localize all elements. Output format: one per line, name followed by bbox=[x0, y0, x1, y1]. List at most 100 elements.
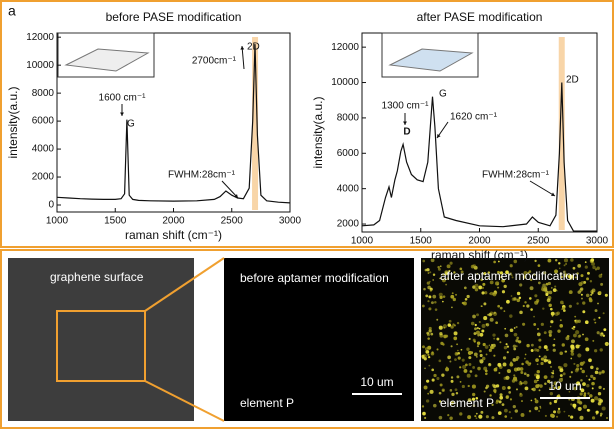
dot bbox=[579, 415, 584, 420]
dot bbox=[514, 409, 519, 413]
dot bbox=[492, 346, 495, 350]
dot bbox=[560, 275, 563, 279]
dot bbox=[489, 292, 491, 295]
dot bbox=[441, 278, 446, 283]
dot bbox=[515, 358, 519, 361]
dot bbox=[556, 398, 559, 401]
dot bbox=[493, 389, 497, 393]
dot bbox=[485, 415, 489, 419]
dot bbox=[509, 264, 513, 268]
image-title: after aptamer modification bbox=[440, 269, 579, 283]
dot bbox=[573, 406, 576, 409]
dot bbox=[577, 401, 580, 404]
dot bbox=[554, 312, 559, 316]
dot bbox=[422, 304, 425, 308]
dot bbox=[521, 400, 523, 403]
dot bbox=[604, 293, 608, 297]
dot bbox=[596, 331, 600, 335]
dot bbox=[546, 298, 551, 303]
dot bbox=[558, 267, 561, 270]
dot bbox=[537, 327, 540, 330]
dot bbox=[559, 319, 562, 322]
y-tick-label: 4000 bbox=[337, 183, 360, 194]
dot bbox=[513, 332, 518, 337]
dot bbox=[575, 330, 580, 335]
dot bbox=[586, 277, 589, 281]
dot bbox=[579, 367, 583, 370]
dot bbox=[528, 410, 532, 413]
dot bbox=[530, 349, 534, 352]
dot bbox=[492, 333, 496, 337]
dot bbox=[510, 274, 513, 277]
dot bbox=[515, 345, 518, 348]
dot bbox=[469, 370, 473, 373]
dot bbox=[454, 358, 457, 361]
dot bbox=[487, 271, 491, 274]
dot bbox=[510, 417, 513, 419]
dot bbox=[436, 376, 440, 381]
dot bbox=[570, 258, 574, 262]
dot bbox=[561, 306, 566, 311]
dot bbox=[511, 276, 514, 279]
dot bbox=[471, 384, 476, 389]
dot bbox=[429, 289, 433, 292]
dot bbox=[553, 410, 557, 414]
dot bbox=[582, 404, 587, 409]
dot bbox=[512, 357, 517, 362]
dot bbox=[570, 357, 573, 360]
dot bbox=[540, 361, 544, 366]
x-tick-label: 1500 bbox=[410, 236, 433, 247]
dot bbox=[473, 352, 478, 357]
dot bbox=[548, 360, 552, 364]
dot bbox=[509, 328, 514, 333]
dot bbox=[535, 358, 539, 362]
x-axis-label: raman shift (cm⁻¹) bbox=[125, 228, 222, 242]
dot bbox=[540, 357, 545, 361]
dot bbox=[466, 373, 471, 378]
dot bbox=[577, 290, 582, 294]
dot bbox=[543, 345, 548, 350]
dot bbox=[497, 260, 500, 263]
dot bbox=[430, 258, 435, 263]
dot bbox=[522, 275, 527, 279]
dot bbox=[598, 291, 602, 295]
dot bbox=[490, 343, 494, 347]
dot bbox=[426, 331, 430, 335]
dot bbox=[428, 307, 432, 311]
dot bbox=[482, 342, 486, 347]
dot bbox=[543, 358, 548, 363]
y-tick-label: 12000 bbox=[26, 32, 54, 43]
dot bbox=[476, 326, 479, 330]
arrow bbox=[529, 180, 556, 197]
dot bbox=[479, 332, 484, 337]
dot bbox=[584, 320, 589, 325]
chart-title: after PASE modification bbox=[417, 10, 543, 24]
dot bbox=[448, 319, 452, 323]
dot bbox=[590, 398, 595, 403]
dot bbox=[530, 308, 533, 311]
dot bbox=[539, 384, 543, 388]
dot bbox=[432, 403, 437, 408]
dot bbox=[548, 333, 552, 337]
element-label: element P bbox=[240, 396, 294, 410]
dot bbox=[500, 276, 503, 279]
dot bbox=[533, 273, 536, 276]
dot bbox=[497, 286, 500, 289]
dot bbox=[580, 274, 584, 278]
dot bbox=[432, 294, 437, 299]
image-title: graphene surface bbox=[50, 270, 144, 284]
dot bbox=[544, 414, 547, 417]
dot bbox=[598, 371, 602, 375]
dot bbox=[587, 409, 591, 412]
dot bbox=[590, 365, 594, 370]
dot bbox=[557, 407, 561, 411]
dot bbox=[515, 388, 519, 391]
dot bbox=[450, 376, 454, 379]
image-graphene bbox=[8, 258, 194, 421]
dot bbox=[533, 379, 538, 384]
dot bbox=[446, 277, 450, 280]
dot bbox=[543, 355, 548, 359]
dot bbox=[588, 358, 592, 363]
dot bbox=[441, 373, 445, 377]
annotation: 1620 cm⁻¹ bbox=[450, 112, 498, 123]
